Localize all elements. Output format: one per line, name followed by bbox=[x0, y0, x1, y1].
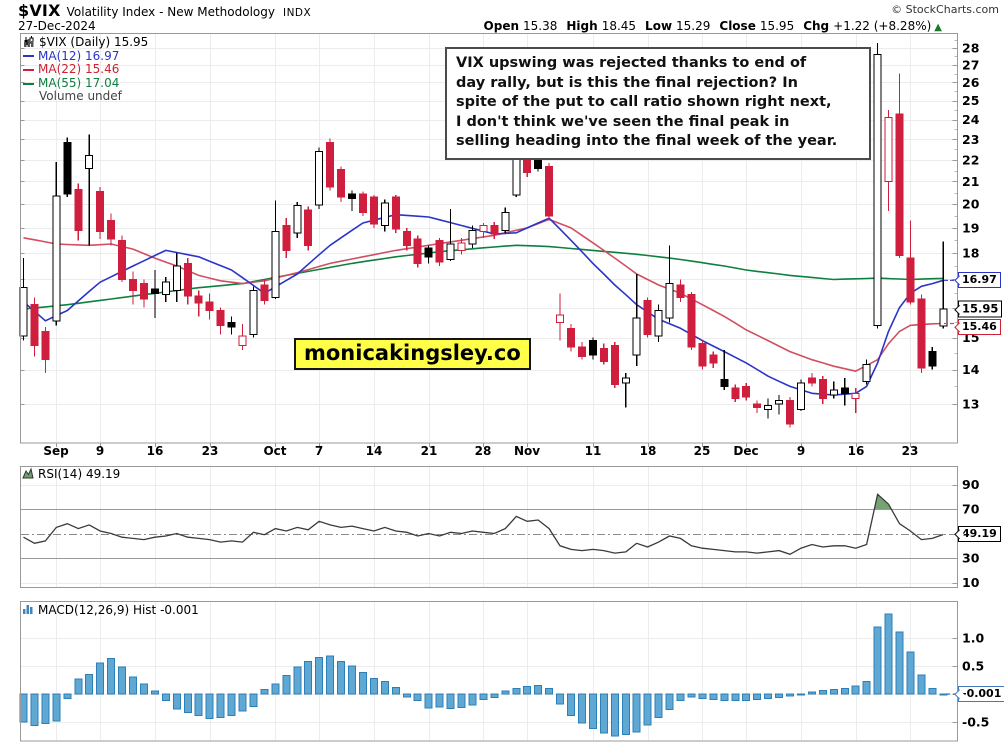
legend-series-label: $VIX (Daily) 15.95 bbox=[39, 35, 149, 49]
annotation-line: VIX upswing was rejected thanks to end o… bbox=[456, 55, 807, 71]
svg-text:26: 26 bbox=[962, 75, 980, 90]
price-tag-close: 15.95 bbox=[958, 300, 1003, 318]
rsi-legend: RSI(14) 49.19 bbox=[22, 467, 120, 481]
legend-ma55: MA(55) 17.04 bbox=[23, 75, 148, 91]
svg-text:22: 22 bbox=[962, 152, 979, 167]
x-tick-label: 14 bbox=[365, 444, 383, 458]
svg-text:-0.5: -0.5 bbox=[962, 715, 989, 730]
x-tick-label: Oct bbox=[263, 444, 287, 458]
svg-text:19: 19 bbox=[962, 220, 979, 235]
annotation-note: VIX upswing was rejected thanks to end o… bbox=[445, 47, 871, 160]
x-tick-label: Sep bbox=[43, 444, 69, 458]
svg-text:30: 30 bbox=[962, 551, 980, 566]
x-tick-label: 11 bbox=[584, 444, 602, 458]
legend-series: $VIX (Daily) 15.95 bbox=[23, 35, 149, 50]
quote-label: Open bbox=[483, 19, 520, 33]
macd-legend: MACD(12,26,9) Hist -0.001 bbox=[22, 603, 199, 617]
x-tick-label: 16 bbox=[847, 444, 865, 458]
rsi-legend-label: RSI(14) 49.19 bbox=[38, 467, 121, 481]
quote-value: +1.22 (+8.28%) bbox=[833, 19, 932, 33]
x-tick-label: 18 bbox=[639, 444, 657, 458]
x-tick-label: 9 bbox=[796, 444, 806, 458]
svg-text:0.5: 0.5 bbox=[962, 659, 984, 674]
x-axis-labels: Sep 9 16 23 Oct 7 14 21 28 Nov 11 18 25 Dec 9 16 23 bbox=[0, 444, 1004, 459]
price-tag-ma22: 15.46 bbox=[958, 319, 1001, 335]
macd-histogram bbox=[19, 613, 948, 737]
symbol: $VIX bbox=[18, 1, 61, 20]
macd-legend-label: MACD(12,26,9) Hist -0.001 bbox=[38, 603, 199, 617]
x-tick-label: Nov bbox=[513, 444, 541, 458]
svg-text:13: 13 bbox=[962, 396, 979, 411]
chart-date: 27-Dec-2024 bbox=[18, 19, 96, 33]
quote-label: Chg bbox=[803, 19, 830, 33]
x-tick-label: 21 bbox=[420, 444, 438, 458]
svg-text:20: 20 bbox=[962, 197, 980, 212]
legend-ma12-label: MA(12) 16.97 bbox=[38, 48, 120, 63]
x-tick-label: 28 bbox=[474, 444, 492, 458]
svg-text:90: 90 bbox=[962, 477, 980, 492]
copyright-stockcharts: © StockCharts.com bbox=[891, 3, 999, 16]
x-tick-label: 23 bbox=[901, 444, 919, 458]
legend-ma12: MA(12) 16.97 bbox=[23, 48, 148, 64]
main-legend: $VIX (Daily) 15.95 MA(12) 16.97 MA(22) 1… bbox=[23, 35, 149, 104]
svg-text:24: 24 bbox=[962, 112, 980, 127]
symbol-exchange: INDX bbox=[282, 7, 312, 19]
legend-ma22: MA(22) 15.46 bbox=[23, 63, 148, 77]
svg-text:21: 21 bbox=[962, 174, 979, 189]
macd-tag: -0.001 bbox=[958, 686, 1004, 702]
quote-value: 15.29 bbox=[676, 19, 711, 33]
quote-label: Low bbox=[645, 19, 673, 33]
annotation-line: selling heading into the final week of t… bbox=[456, 133, 838, 150]
svg-text:23: 23 bbox=[962, 132, 979, 147]
ma55-line-swatch bbox=[23, 82, 34, 85]
x-tick-label: Dec bbox=[733, 444, 759, 458]
price-tag-ma12: 16.97 bbox=[958, 272, 1001, 289]
panel-borders bbox=[20, 33, 958, 742]
svg-text:25: 25 bbox=[962, 93, 979, 108]
chart-title: $VIX Volatility Index - New Methodology IN… bbox=[18, 1, 311, 20]
watermark-monicakingsley: monicakingsley.co bbox=[294, 338, 531, 370]
annotation-line: I don't think we've seen the final peak … bbox=[456, 113, 790, 130]
legend-ma55-label: MA(55) 17.04 bbox=[38, 75, 120, 90]
quote-value: 15.38 bbox=[523, 19, 558, 33]
annotation-line: day rally, but is this the final rejecti… bbox=[456, 74, 798, 91]
quote-value: 18.45 bbox=[601, 19, 637, 33]
rsi-line bbox=[23, 493, 944, 556]
svg-text:14: 14 bbox=[962, 362, 980, 377]
ma12-line-swatch bbox=[23, 55, 34, 58]
svg-text:10: 10 bbox=[962, 575, 980, 590]
quote-value: 15.95 bbox=[759, 19, 795, 33]
x-tick-label: 7 bbox=[314, 444, 324, 458]
candles bbox=[19, 43, 948, 428]
rsi-tag: 49.19 bbox=[958, 526, 1001, 543]
rsi-overbought-fill bbox=[874, 494, 892, 509]
ma22-line-swatch bbox=[23, 68, 34, 71]
legend-volume: Volume undef bbox=[23, 39, 148, 104]
quote-label: High bbox=[566, 19, 598, 33]
x-tick-label: 23 bbox=[201, 444, 219, 458]
symbol-name: Volatility Index - New Methodology bbox=[66, 5, 275, 19]
x-tick-label: 9 bbox=[95, 444, 105, 458]
legend-volume-label: Volume undef bbox=[39, 89, 122, 104]
legend-ma22-label: MA(22) 15.46 bbox=[38, 62, 120, 77]
svg-text:27: 27 bbox=[962, 57, 979, 72]
tag-leader-lines bbox=[944, 279, 956, 695]
annotation-line: spite of the put to call ratio shown rig… bbox=[456, 94, 832, 111]
svg-text:28: 28 bbox=[962, 41, 979, 56]
x-tick-label: 16 bbox=[146, 444, 164, 458]
y-axis-labels: 2827262524232221201918171615141390703010… bbox=[962, 41, 989, 730]
svg-text:70: 70 bbox=[962, 502, 980, 517]
x-tick-label: 25 bbox=[693, 444, 711, 458]
change-up-triangle-icon: ▲ bbox=[934, 22, 942, 33]
svg-text:1.0: 1.0 bbox=[962, 631, 984, 646]
svg-text:18: 18 bbox=[962, 245, 979, 260]
ohlc-quote-row: Open 15.38 High 18.45 Low 15.29 Close 15.95 Chg +… bbox=[475, 19, 942, 33]
quote-label: Close bbox=[719, 19, 756, 33]
